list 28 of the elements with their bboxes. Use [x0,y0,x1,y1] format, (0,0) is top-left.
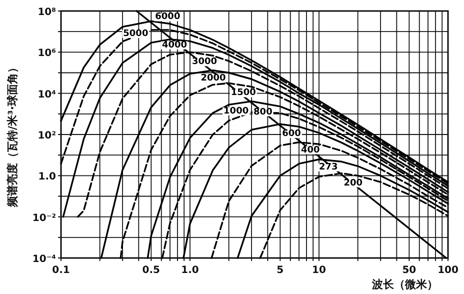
x-tick-label: 100 [438,265,458,276]
series-label: 400 [301,145,320,156]
x-tick-label: 50 [402,265,416,276]
y-tick-label: 10⁴ [38,89,56,100]
y-axis-title: 频谱亮度（瓦特/米³·球面角） [6,62,19,208]
y-tick-label: 10⁸ [38,7,56,18]
series-label: 3000 [192,57,218,68]
series-label: 2000 [200,73,226,84]
series-label: 1000 [224,106,249,116]
series-label: 1500 [230,88,256,98]
series-label: 200 [344,178,363,188]
x-axis-title: 波长（微米） [371,278,438,291]
x-tick-label: 1.0 [181,265,199,276]
y-tick-label: 10⁶ [38,48,56,60]
x-tick-label: 5 [276,265,284,276]
series-label: 6000 [155,12,180,22]
series-label: 600 [282,129,301,140]
x-tick-label: 0.1 [52,265,70,276]
series-label: 800 [254,107,272,118]
x-tick-label: 0.5 [142,265,160,276]
series-label: 4000 [162,40,188,50]
y-tick-label: 10⁻² [32,212,56,224]
y-tick-label: 10² [38,130,56,142]
x-tick-label: 10 [312,265,326,276]
series-label: 273 [319,162,338,172]
y-tick-label: 1.0 [38,172,56,183]
y-tick-label: 10⁻⁴ [32,254,56,265]
series-label: 5000 [123,28,148,39]
